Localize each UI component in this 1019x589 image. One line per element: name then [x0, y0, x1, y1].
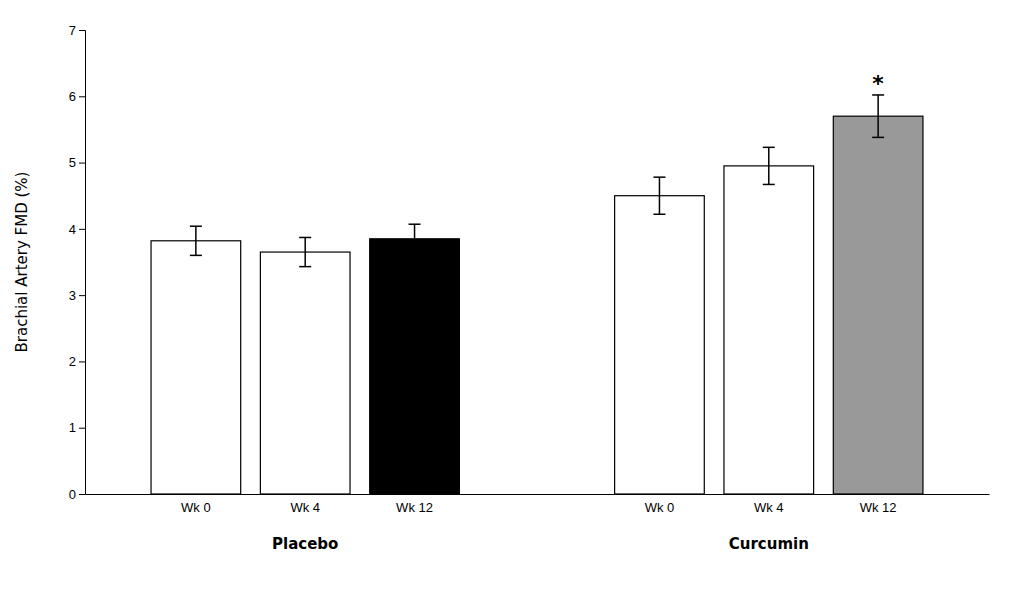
- error-bar: [763, 147, 775, 184]
- group-label: Placebo: [272, 535, 338, 553]
- y-tick-label: 6: [69, 89, 76, 104]
- y-tick-label: 3: [69, 288, 76, 303]
- x-tick-label: Wk 12: [860, 500, 897, 515]
- y-tick-mark: [79, 229, 85, 230]
- x-tick: Wk 12: [860, 500, 897, 515]
- x-tick: Wk 4: [290, 500, 320, 515]
- y-tick-label: 2: [69, 354, 76, 369]
- error-bar-cap: [299, 266, 311, 268]
- x-tick: Wk 12: [396, 500, 433, 515]
- error-bar: [653, 177, 665, 214]
- x-axis: [86, 494, 990, 495]
- y-tick: 6: [69, 89, 85, 104]
- error-bar: [872, 95, 884, 137]
- error-bar-stem: [414, 224, 416, 253]
- error-bar-cap: [763, 147, 775, 149]
- marks: [151, 95, 923, 494]
- error-bar: [299, 237, 311, 266]
- error-bar-stem: [195, 226, 197, 255]
- x-tick: Wk 4: [754, 500, 784, 515]
- chart: 0 1 2 3 4 5 6 7 Brachial Artery FMD (%) * Wk 0 Wk 4…: [0, 0, 1019, 589]
- x-group-axis: Wk 0 Wk 4 Wk 12: [181, 500, 433, 515]
- y-axis-line: [79, 31, 86, 495]
- x-tick-label: Wk 4: [290, 500, 320, 515]
- x-tick-label: Wk 12: [396, 500, 433, 515]
- error-bar-stem: [659, 177, 661, 214]
- error-bar-cap: [872, 137, 884, 139]
- y-tick-label: 5: [69, 155, 76, 170]
- x-tick: Wk 0: [181, 500, 211, 515]
- error-bar-cap: [409, 253, 421, 255]
- y-tick-mark: [79, 494, 85, 495]
- y-tick-mark: [79, 96, 85, 97]
- bar: [833, 116, 923, 494]
- group-label: Curcumin: [729, 535, 809, 553]
- y-tick-mark: [79, 295, 85, 296]
- bar: [724, 166, 814, 494]
- y-tick-label: 4: [69, 222, 76, 237]
- x-axis-line: [86, 494, 990, 495]
- y-tick: 3: [69, 288, 85, 303]
- y-tick-mark: [79, 361, 85, 362]
- annotations: *: [872, 71, 884, 96]
- bar: [151, 241, 241, 494]
- y-tick-label: 7: [69, 23, 76, 38]
- error-bar-cap: [190, 225, 202, 227]
- error-bar: [409, 224, 421, 253]
- y-tick: 0: [69, 487, 85, 502]
- error-bar-cap: [409, 223, 421, 225]
- y-tick: 4: [69, 222, 85, 237]
- bar: [260, 252, 350, 494]
- error-bar-cap: [299, 237, 311, 239]
- x-group-axis: Wk 0 Wk 4 Wk 12: [645, 500, 897, 515]
- y-tick-mark: [79, 163, 85, 164]
- y-axis: 0 1 2 3 4 5 6 7: [69, 23, 86, 502]
- error-bar-cap: [763, 184, 775, 186]
- y-tick-label: 0: [69, 487, 76, 502]
- bar: [370, 239, 460, 494]
- significance-mark: *: [872, 71, 884, 96]
- y-tick: 2: [69, 354, 85, 369]
- error-bar-cap: [653, 214, 665, 216]
- error-bar-cap: [653, 176, 665, 178]
- y-tick: 7: [69, 23, 85, 38]
- y-tick-mark: [79, 30, 85, 31]
- x-tick: Wk 0: [645, 500, 675, 515]
- x-tick-label: Wk 0: [181, 500, 211, 515]
- error-bar-stem: [304, 237, 306, 266]
- y-tick-mark: [79, 428, 85, 429]
- error-bar-cap: [190, 255, 202, 257]
- y-tick: 1: [69, 420, 85, 435]
- y-tick-label: 1: [69, 420, 76, 435]
- plot: 0 1 2 3 4 5 6 7 Brachial Artery FMD (%) * Wk 0 Wk 4…: [13, 23, 990, 553]
- x-tick-label: Wk 0: [645, 500, 675, 515]
- bar: [615, 196, 705, 494]
- error-bar-stem: [768, 147, 770, 184]
- error-bar-stem: [877, 95, 879, 137]
- y-tick: 5: [69, 155, 85, 170]
- x-tick-label: Wk 4: [754, 500, 784, 515]
- error-bar: [190, 226, 202, 255]
- y-axis-title: Brachial Artery FMD (%): [13, 172, 31, 353]
